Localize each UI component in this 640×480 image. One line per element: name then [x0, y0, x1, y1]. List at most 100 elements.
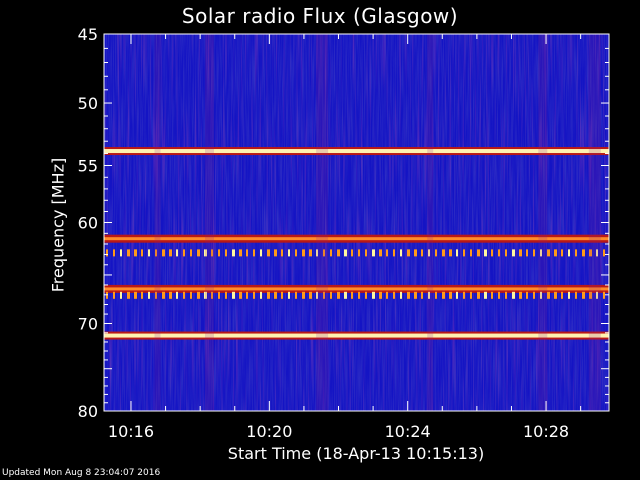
emission-burst	[239, 291, 242, 299]
emission-burst	[386, 291, 388, 299]
vertical-streak	[205, 34, 214, 411]
emission-band-dashed	[106, 291, 605, 299]
y-tick-label: 70	[78, 315, 98, 334]
emission-burst	[498, 249, 500, 257]
vertical-streak	[154, 34, 161, 411]
emission-burst	[603, 249, 605, 257]
emission-burst	[337, 249, 340, 257]
emission-burst	[330, 291, 332, 299]
emission-burst	[176, 249, 178, 257]
emission-burst	[197, 249, 200, 257]
emission-burst	[365, 291, 367, 299]
emission-burst	[477, 249, 480, 257]
emission-burst	[365, 249, 367, 257]
emission-burst	[351, 249, 353, 257]
emission-burst	[281, 249, 283, 257]
emission-burst	[540, 291, 542, 299]
emission-burst	[428, 249, 430, 257]
emission-burst	[134, 249, 137, 257]
x-axis-label: Start Time (18-Apr-13 10:15:13)	[227, 444, 485, 463]
emission-burst	[512, 249, 515, 257]
emission-burst	[540, 249, 542, 257]
emission-burst	[127, 249, 130, 257]
emission-burst	[442, 291, 445, 299]
emission-burst	[211, 249, 213, 257]
emission-burst	[589, 249, 592, 257]
emission-burst	[435, 249, 437, 257]
emission-burst	[344, 291, 347, 299]
emission-burst	[197, 291, 200, 299]
emission-burst	[141, 249, 143, 257]
emission-burst	[372, 249, 375, 257]
emission-burst	[379, 249, 382, 257]
emission-burst	[491, 291, 493, 299]
emission-burst	[379, 291, 382, 299]
emission-burst	[358, 249, 360, 257]
emission-burst	[113, 291, 115, 299]
plot-noise-red	[104, 34, 609, 411]
emission-burst	[561, 291, 563, 299]
emission-burst	[316, 291, 318, 299]
chart-title: Solar radio Flux (Glasgow)	[181, 4, 459, 28]
emission-burst	[414, 291, 417, 299]
emission-burst	[190, 291, 192, 299]
emission-burst	[309, 291, 312, 299]
emission-burst	[470, 291, 472, 299]
emission-burst	[302, 291, 305, 299]
emission-burst	[414, 249, 417, 257]
emission-burst	[148, 291, 150, 299]
emission-burst	[246, 249, 248, 257]
emission-band	[104, 234, 609, 243]
emission-burst	[295, 249, 297, 257]
emission-burst	[547, 249, 550, 257]
emission-burst	[232, 249, 235, 257]
emission-burst	[134, 291, 137, 299]
emission-burst	[218, 249, 220, 257]
emission-burst	[351, 291, 353, 299]
emission-burst	[449, 291, 452, 299]
emission-burst	[442, 249, 445, 257]
emission-burst	[463, 291, 465, 299]
emission-burst	[162, 249, 165, 257]
vertical-streak	[427, 34, 434, 411]
emission-burst	[155, 249, 157, 257]
emission-burst	[274, 249, 277, 257]
x-tick-label: 10:24	[385, 422, 431, 441]
emission-band-dashed	[106, 249, 605, 257]
emission-burst	[554, 291, 557, 299]
emission-burst	[421, 291, 423, 299]
emission-burst	[337, 291, 340, 299]
emission-burst	[183, 249, 185, 257]
emission-burst	[211, 291, 213, 299]
emission-burst	[183, 291, 185, 299]
emission-burst	[519, 249, 522, 257]
emission-burst	[344, 249, 347, 257]
emission-band	[104, 284, 609, 293]
emission-burst	[281, 291, 283, 299]
emission-burst	[554, 249, 557, 257]
emission-burst	[106, 249, 108, 257]
emission-burst	[323, 291, 325, 299]
emission-burst	[484, 291, 487, 299]
x-axis: 10:16 10:20 10:24 10:28	[108, 34, 582, 441]
emission-burst	[120, 249, 122, 257]
emission-burst	[113, 249, 115, 257]
emission-burst	[603, 291, 605, 299]
emission-burst	[309, 249, 312, 257]
emission-burst	[456, 249, 458, 257]
emission-burst	[491, 249, 493, 257]
emission-bands-layer	[104, 147, 609, 340]
emission-burst	[435, 291, 437, 299]
emission-burst	[323, 249, 325, 257]
updated-timestamp: Updated Mon Aug 8 23:04:07 2016	[2, 468, 161, 478]
emission-burst	[253, 291, 255, 299]
emission-band-core	[104, 237, 609, 241]
emission-burst	[267, 249, 270, 257]
x-tick-label: 10:20	[246, 422, 292, 441]
emission-band-core	[104, 333, 609, 338]
emission-burst	[568, 291, 570, 299]
emission-burst	[470, 249, 472, 257]
emission-burst	[561, 249, 563, 257]
emission-burst	[456, 291, 458, 299]
